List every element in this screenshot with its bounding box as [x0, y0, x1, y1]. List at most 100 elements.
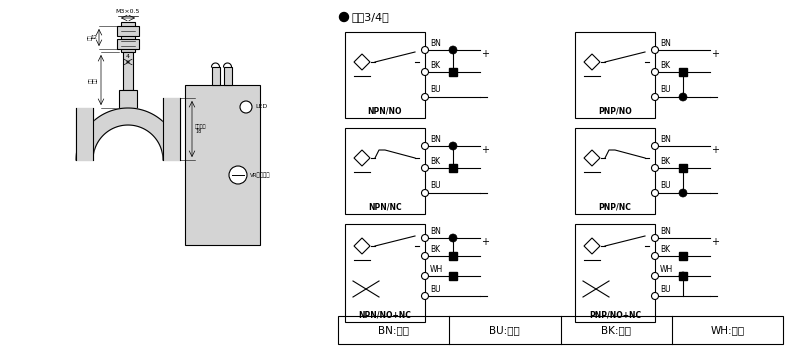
Text: +: + — [481, 237, 489, 247]
Circle shape — [651, 94, 658, 101]
Bar — [679, 272, 687, 280]
Text: +: + — [711, 49, 719, 59]
Text: M3×0.5: M3×0.5 — [116, 9, 140, 14]
Text: VR距离调节: VR距离调节 — [250, 172, 270, 178]
Text: 直涁3/4线: 直涁3/4线 — [352, 12, 390, 22]
Polygon shape — [76, 108, 93, 160]
Circle shape — [449, 142, 457, 150]
Circle shape — [422, 143, 429, 150]
Circle shape — [422, 293, 429, 300]
Text: BU:兰色: BU:兰色 — [490, 325, 520, 335]
Bar — [123, 52, 133, 90]
Text: 弯曲半径
18: 弯曲半径 18 — [195, 124, 206, 134]
Text: WH: WH — [660, 264, 674, 274]
Polygon shape — [163, 98, 180, 160]
Bar — [121, 22, 135, 52]
Circle shape — [679, 189, 687, 197]
Text: NPN/NC: NPN/NC — [368, 202, 402, 211]
Bar — [338, 316, 783, 344]
Text: BK: BK — [430, 157, 440, 165]
Circle shape — [651, 252, 658, 259]
Bar — [575, 128, 655, 214]
Text: BK: BK — [660, 245, 670, 253]
Circle shape — [422, 189, 429, 196]
Text: 4: 4 — [126, 54, 130, 59]
Bar — [211, 67, 219, 85]
Text: +: + — [711, 237, 719, 247]
Circle shape — [422, 234, 429, 241]
Circle shape — [422, 252, 429, 259]
Text: 检测: 检测 — [93, 77, 98, 83]
Text: BU: BU — [660, 284, 670, 294]
Circle shape — [449, 234, 457, 242]
Text: PNP/NO+NC: PNP/NO+NC — [589, 310, 641, 319]
Text: BN: BN — [660, 38, 671, 48]
Text: BN: BN — [430, 38, 441, 48]
Circle shape — [651, 272, 658, 279]
Text: PNP/NC: PNP/NC — [598, 202, 631, 211]
Circle shape — [651, 293, 658, 300]
Bar — [185, 85, 260, 245]
Text: BU: BU — [660, 182, 670, 190]
Text: WH:白色: WH:白色 — [710, 325, 745, 335]
Text: BK: BK — [430, 245, 440, 253]
Text: BU: BU — [430, 86, 441, 94]
Text: BU: BU — [430, 182, 441, 190]
Text: 螺距: 螺距 — [88, 34, 93, 40]
Text: NPN/NO: NPN/NO — [368, 106, 402, 115]
Circle shape — [449, 46, 457, 54]
Circle shape — [651, 164, 658, 171]
Circle shape — [651, 234, 658, 241]
Circle shape — [422, 164, 429, 171]
Text: +: + — [481, 49, 489, 59]
Bar — [345, 32, 425, 118]
Bar — [449, 164, 457, 172]
Text: BN: BN — [660, 134, 671, 144]
Circle shape — [229, 166, 247, 184]
Circle shape — [339, 13, 349, 21]
Bar — [575, 32, 655, 118]
Text: 12: 12 — [90, 35, 97, 40]
Circle shape — [651, 69, 658, 75]
Text: BK:黑色: BK:黑色 — [601, 325, 631, 335]
Text: BU: BU — [660, 86, 670, 94]
Bar — [679, 164, 687, 172]
Bar — [575, 224, 655, 322]
Text: BK: BK — [430, 61, 440, 69]
Text: PNP/NO: PNP/NO — [598, 106, 632, 115]
Circle shape — [240, 101, 252, 113]
Bar — [679, 68, 687, 76]
Text: BN: BN — [660, 226, 671, 235]
Circle shape — [651, 46, 658, 54]
Bar — [449, 272, 457, 280]
Circle shape — [422, 94, 429, 101]
Bar — [449, 252, 457, 260]
Bar — [119, 90, 137, 108]
Text: BN:棕色: BN:棕色 — [378, 325, 409, 335]
Bar — [679, 252, 687, 260]
Bar — [345, 128, 425, 214]
Text: 距离: 距离 — [89, 77, 94, 83]
Circle shape — [679, 93, 687, 101]
Text: BK: BK — [660, 61, 670, 69]
Text: BK: BK — [660, 157, 670, 165]
Text: WH: WH — [430, 264, 443, 274]
Polygon shape — [76, 108, 180, 160]
Text: BU: BU — [430, 284, 441, 294]
Circle shape — [422, 69, 429, 75]
Text: BN: BN — [430, 134, 441, 144]
Text: +: + — [711, 145, 719, 155]
Text: +: + — [481, 145, 489, 155]
Bar — [345, 224, 425, 322]
Circle shape — [679, 272, 687, 280]
Bar — [117, 26, 139, 36]
Bar — [449, 68, 457, 76]
Bar — [223, 67, 231, 85]
Text: NPN/NO+NC: NPN/NO+NC — [358, 310, 411, 319]
Circle shape — [422, 46, 429, 54]
Text: LED: LED — [255, 105, 267, 109]
Circle shape — [651, 189, 658, 196]
Text: BN: BN — [430, 226, 441, 235]
Circle shape — [651, 143, 658, 150]
Circle shape — [422, 272, 429, 279]
